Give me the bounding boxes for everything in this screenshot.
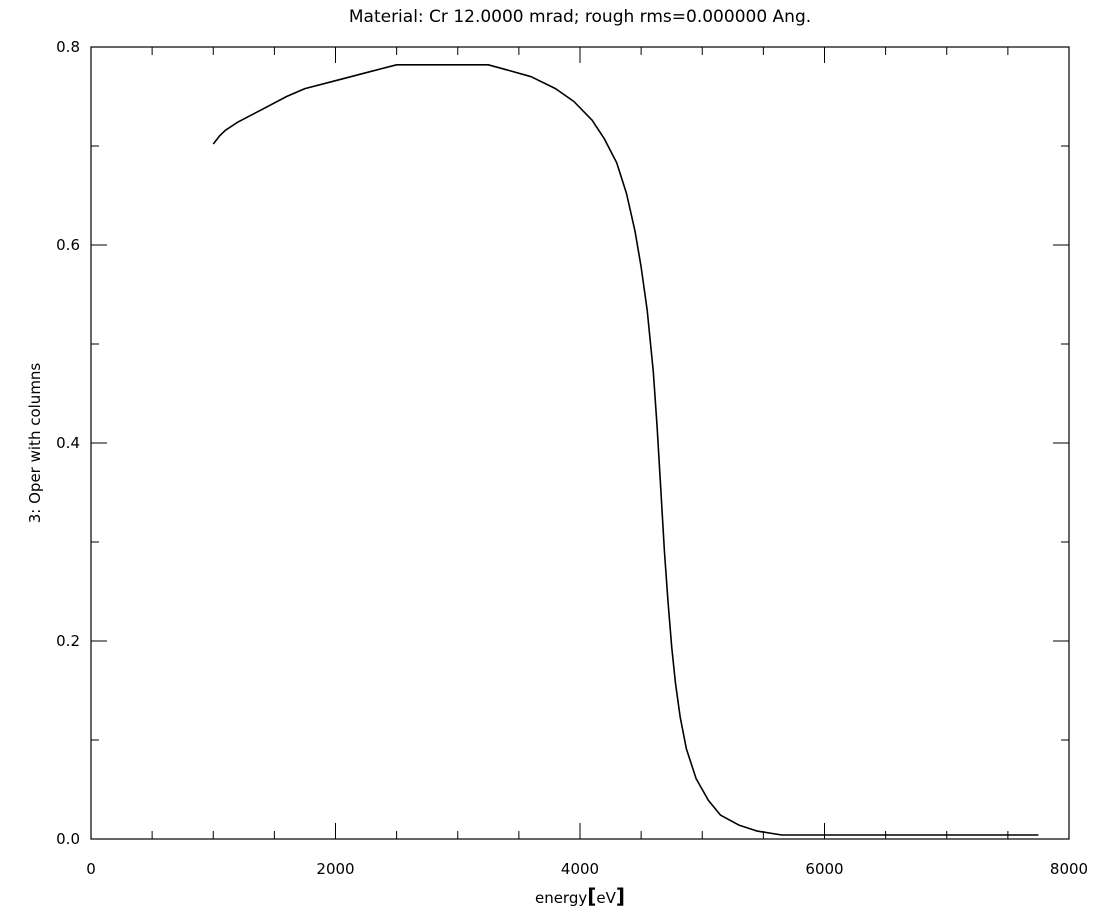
x-axis-unit: eV	[596, 889, 616, 907]
tick-labels: 0 2000 4000 6000 8000 0.0 0.2 0.4 0.6 0.8	[56, 38, 1088, 878]
series-line	[212, 64, 1039, 836]
chart-title: Material: Cr 12.0000 mrad; rough rms=0.0…	[349, 7, 811, 27]
y-tick-label: 0.0	[56, 830, 80, 848]
y-tick-label: 0.6	[56, 236, 80, 254]
x-axis-bracket-open: [	[587, 884, 596, 908]
x-axis-bracket-close: ]	[616, 884, 625, 908]
y-axis-title: 3: Oper with columns	[26, 363, 44, 524]
x-tick-label: 0	[86, 860, 96, 878]
x-axis-title-prefix: energy	[535, 889, 587, 907]
y-tick-label: 0.4	[56, 434, 80, 452]
x-tick-label: 6000	[805, 860, 843, 878]
x-tick-label: 8000	[1050, 860, 1088, 878]
x-tick-label: 4000	[561, 860, 599, 878]
y-tick-label: 0.2	[56, 632, 80, 650]
tick-marks	[90, 46, 1070, 840]
x-tick-label: 2000	[316, 860, 354, 878]
x-axis-title: energy[eV]	[535, 884, 625, 908]
y-tick-label: 0.8	[56, 38, 80, 56]
